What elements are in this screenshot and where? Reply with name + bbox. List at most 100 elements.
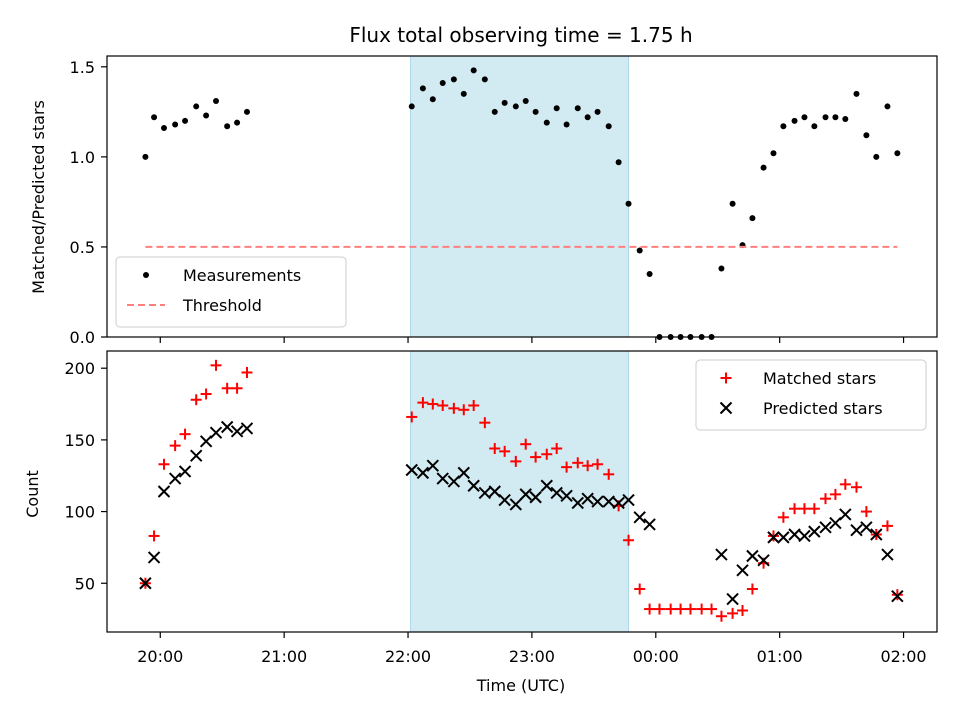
matched-star-point: [231, 382, 243, 394]
measurement-point: [574, 105, 581, 112]
measurement-point: [481, 76, 488, 83]
predicted-star-point: [157, 485, 171, 498]
x-marker-b: [622, 493, 635, 507]
measurement-point: [718, 265, 725, 272]
x-marker-b: [168, 472, 182, 485]
predicted-star-point: [622, 493, 635, 507]
matched-star-point: [767, 530, 779, 542]
legend-label: Threshold: [182, 296, 262, 315]
measurement-point: [224, 123, 231, 130]
predicted-star-point: [757, 554, 770, 567]
predicted-star-point: [850, 524, 863, 537]
x-marker-b: [633, 511, 646, 524]
series-predicted-stars: [139, 420, 904, 606]
x-marker-b: [819, 521, 832, 534]
x-marker-b: [189, 449, 203, 462]
x-marker-b: [209, 426, 223, 439]
legend: Measurements Threshold: [115, 256, 347, 328]
predicted-star-point: [746, 549, 759, 563]
matched-star-point: [881, 520, 893, 532]
x-marker-b: [139, 577, 152, 590]
matched-star-point: [468, 399, 480, 411]
matched-star-point: [158, 458, 170, 470]
matched-star-point: [839, 478, 851, 490]
x-marker-b: [736, 564, 749, 577]
measurement-point: [543, 119, 550, 126]
measurement-point: [419, 85, 426, 92]
measurement-point: [584, 114, 591, 121]
matched-star-point: [572, 457, 584, 469]
predicted-star-point: [168, 472, 182, 485]
matched-star-point: [148, 530, 160, 542]
x-marker-b: [777, 531, 790, 544]
predicted-star-point: [509, 498, 523, 511]
matched-star-point: [417, 397, 429, 409]
legend-label: Measurements: [183, 266, 301, 285]
measurement-point: [172, 121, 179, 128]
x-marker-b: [467, 479, 480, 492]
matched-star-point: [592, 458, 604, 470]
measurement-point: [501, 99, 508, 106]
x-marker-b: [746, 549, 759, 563]
x-marker-b: [788, 528, 801, 541]
predicted-star-point: [457, 466, 470, 480]
matched-star-point: [706, 603, 718, 615]
predicted-star-point: [540, 479, 553, 492]
x-marker-b: [220, 420, 234, 434]
predicted-star-point: [767, 531, 780, 544]
matched-star-point: [808, 503, 820, 515]
matched-star-point: [623, 534, 635, 546]
observing-time-span: [410, 350, 630, 633]
predicted-star-point: [571, 496, 584, 510]
predicted-star-point: [881, 548, 894, 561]
measurement-point: [450, 76, 457, 83]
x-marker-b: [715, 548, 728, 561]
predicted-star-point: [199, 435, 213, 448]
matched-star-point: [520, 438, 532, 450]
x-marker-b: [612, 496, 625, 510]
measurement-point: [625, 200, 632, 207]
predicted-star-point: [550, 486, 563, 500]
x-marker-b: [416, 466, 430, 480]
x-marker-b: [178, 465, 192, 478]
matched-star-point: [200, 388, 212, 400]
measurement-point: [853, 90, 860, 97]
matched-star-point: [582, 460, 594, 472]
measurement-point: [563, 121, 570, 128]
matched-star-point: [891, 589, 903, 601]
predicted-star-point: [788, 528, 801, 541]
predicted-star-point: [891, 589, 904, 603]
axes-frame: [106, 350, 938, 633]
x-marker-b: [457, 466, 470, 480]
predicted-star-point: [560, 489, 573, 503]
matched-star-point: [675, 603, 687, 615]
measurement-point: [439, 80, 446, 87]
y-tick-label: 100: [64, 503, 95, 522]
predicted-star-point: [478, 486, 492, 500]
legend-x-b: [719, 401, 733, 415]
x-marker-b: [870, 528, 883, 541]
x-marker-b: [591, 495, 604, 508]
measurement-point: [615, 159, 622, 166]
predicted-star-point: [860, 521, 873, 534]
measurement-point: [791, 117, 798, 124]
x-marker-b: [519, 488, 532, 501]
x-marker-b: [436, 472, 449, 485]
measurement-point: [749, 215, 756, 222]
matched-star-point: [665, 603, 677, 615]
measurement-point: [160, 125, 167, 132]
predicted-star-point: [488, 485, 501, 498]
bottom-y-axis-label: Count: [23, 470, 42, 518]
measurement-point: [884, 103, 891, 110]
x-marker-b: [509, 498, 523, 511]
measurement-point: [863, 132, 870, 139]
x-tick-label: 01:00: [757, 647, 803, 666]
matched-star-point: [684, 603, 696, 615]
measurement-point: [408, 103, 415, 110]
chart-title: Flux total observing time = 1.75 h: [349, 23, 692, 47]
legend-dot-marker: [143, 272, 149, 278]
measurement-point: [553, 105, 560, 112]
predicted-star-point: [405, 463, 418, 477]
x-marker-b: [798, 529, 811, 543]
measurement-point: [636, 247, 643, 254]
